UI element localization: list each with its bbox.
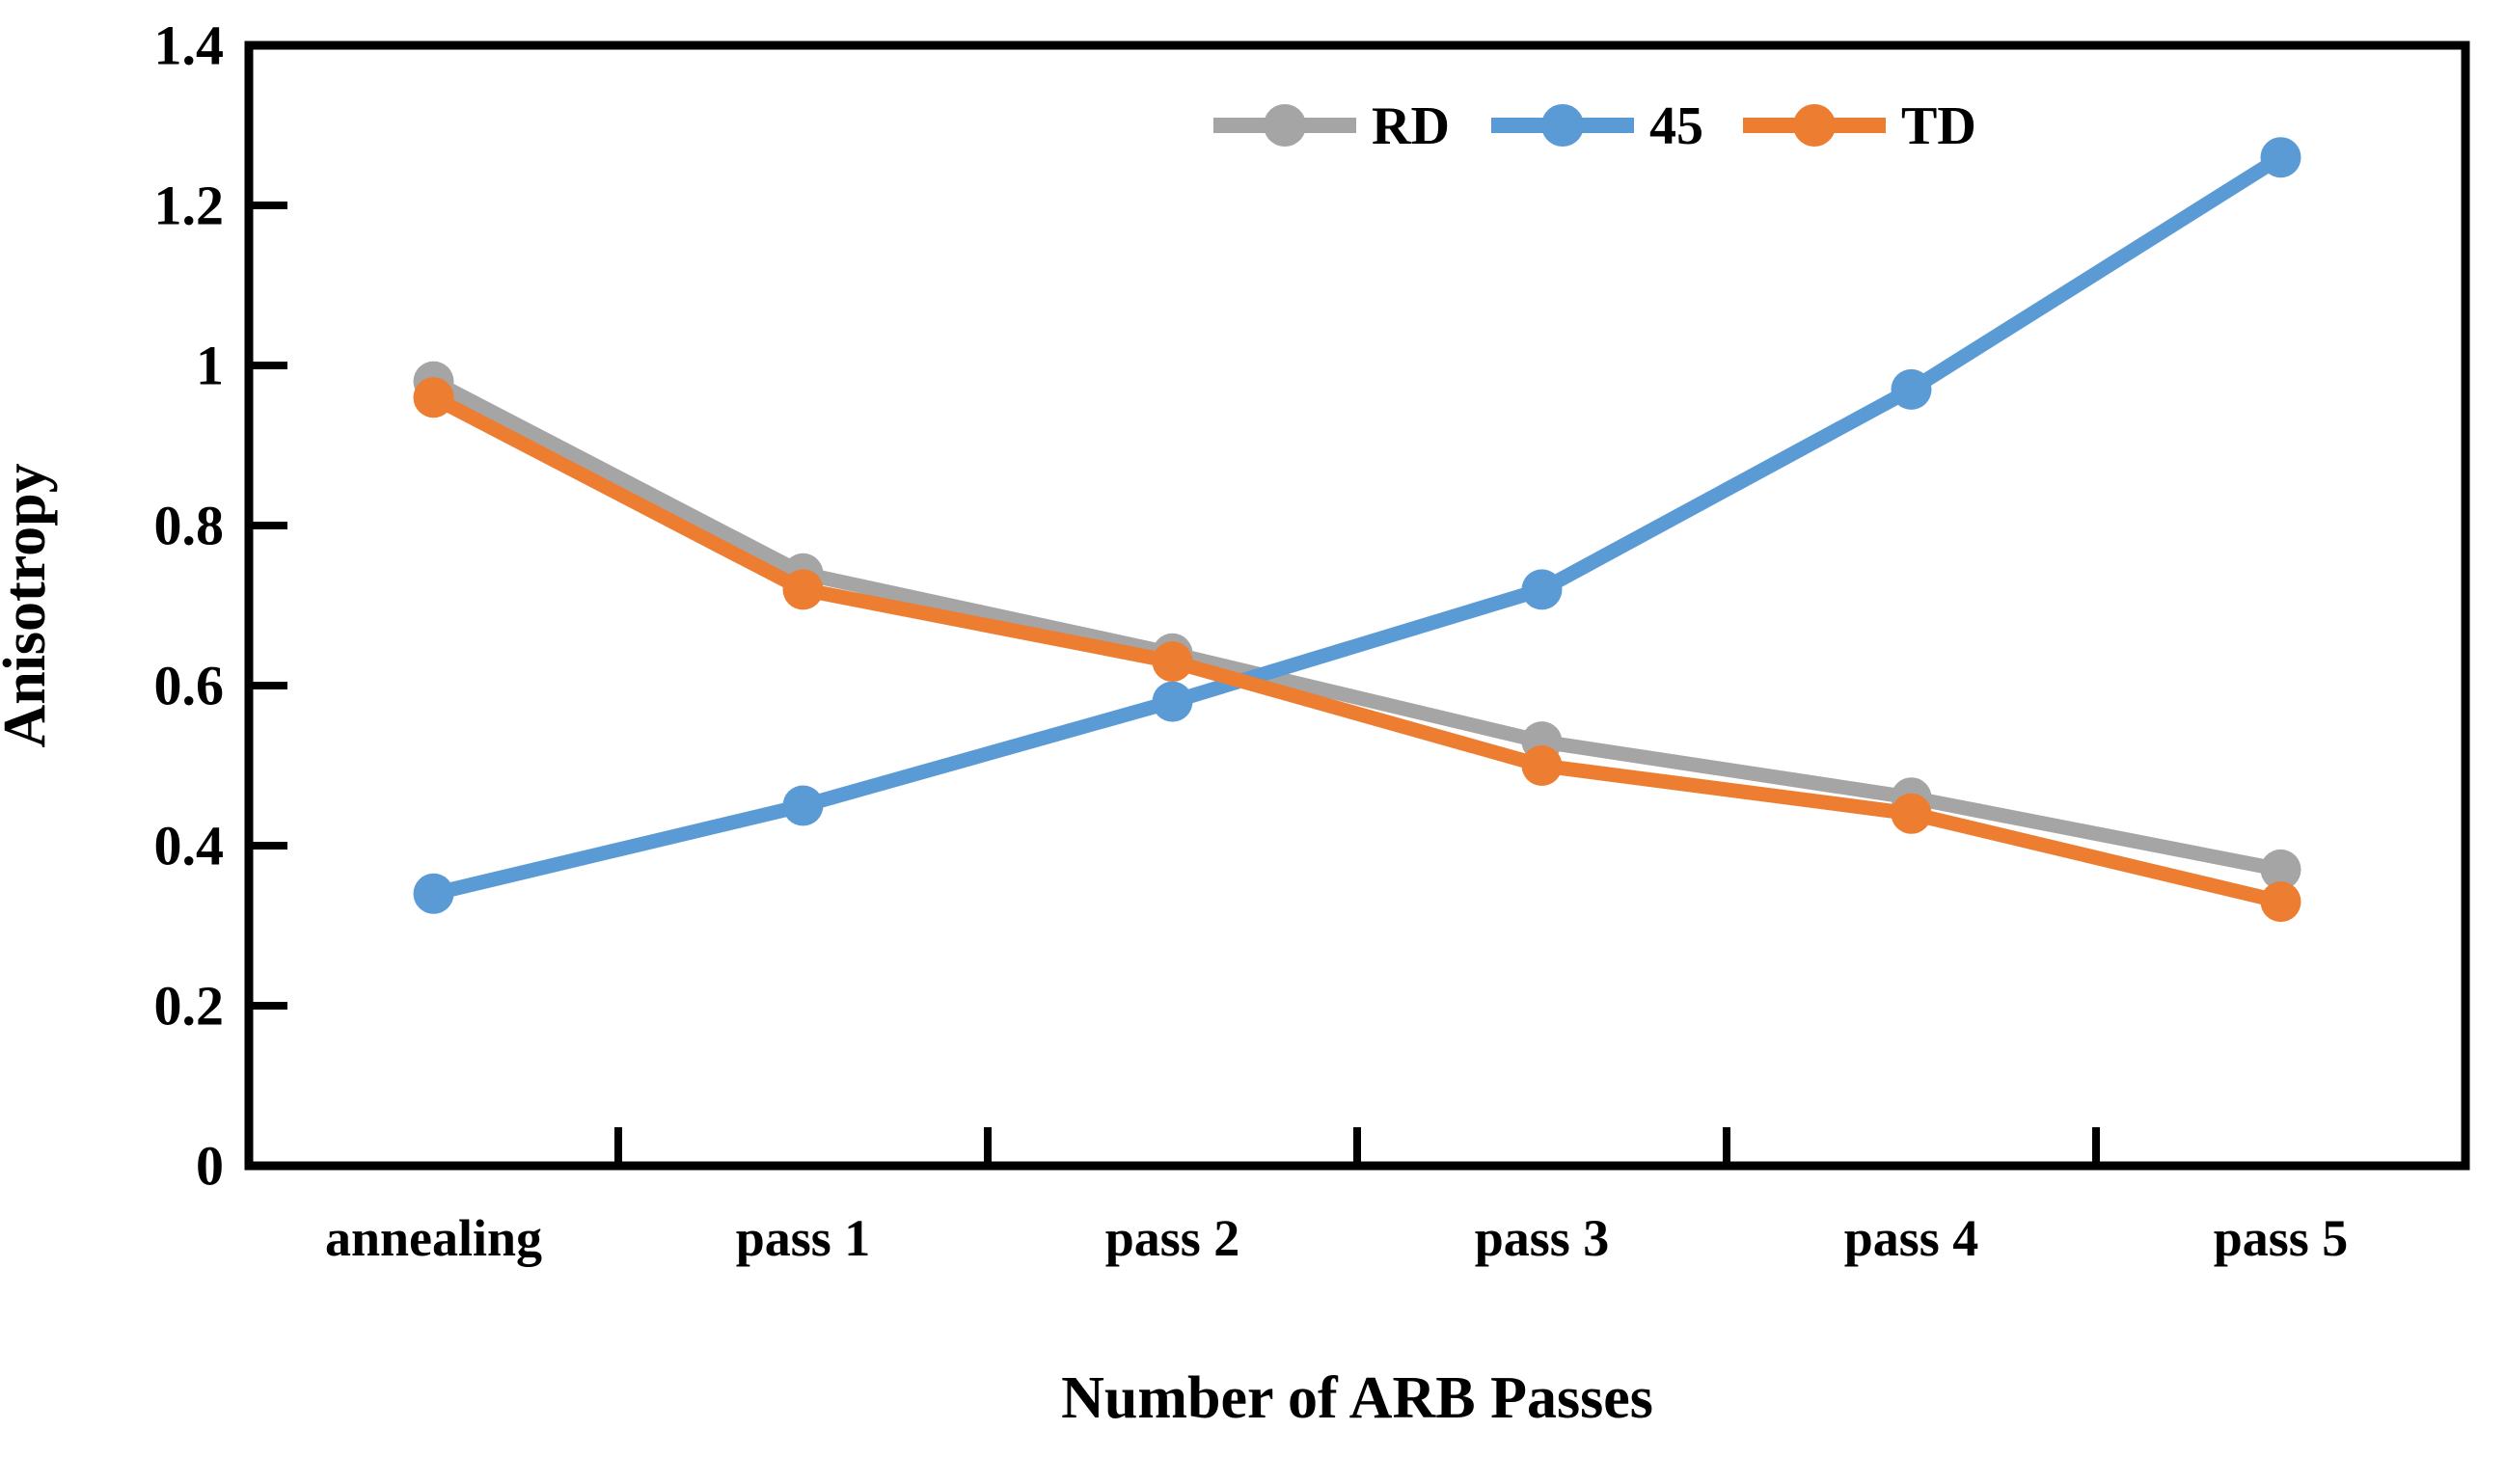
- y-axis-title: Anisotropy: [0, 463, 58, 747]
- series-RD: [413, 361, 2301, 890]
- data-point-45: [782, 785, 824, 826]
- legend-item-RD: RD: [1213, 96, 1450, 156]
- legend-label: 45: [1649, 96, 1703, 156]
- series-45: [413, 137, 2301, 914]
- series-line-45: [426, 149, 2288, 902]
- legend-item-45: 45: [1491, 96, 1703, 156]
- x-axis-ticks: [614, 1127, 2100, 1162]
- data-point-45: [1152, 681, 1193, 722]
- data-point-45: [413, 873, 454, 914]
- y-tick-label: 0.8: [154, 495, 225, 557]
- legend-marker-point: [1793, 104, 1836, 147]
- y-tick-label: 0: [196, 1135, 224, 1198]
- y-tick-label: 0.2: [154, 975, 225, 1038]
- series-line-RD: [426, 374, 2288, 877]
- data-point-TD: [1891, 793, 1932, 834]
- x-axis-title: Number of ARB Passes: [1061, 1365, 1653, 1431]
- series-TD: [413, 377, 2301, 923]
- y-tick-label: 1.2: [154, 175, 225, 237]
- data-point-RD: [2260, 849, 2301, 890]
- y-tick-label: 0.6: [154, 655, 225, 717]
- x-category-label: pass 4: [1844, 1209, 1979, 1267]
- data-point-TD: [1152, 641, 1193, 683]
- x-category-label: pass 1: [736, 1209, 871, 1267]
- legend-label: TD: [1901, 96, 1976, 156]
- x-category-label: pass 3: [1475, 1209, 1610, 1267]
- y-tick-label: 1: [196, 335, 224, 397]
- legend-marker-point: [1541, 104, 1584, 147]
- series-line-TD: [426, 390, 2288, 909]
- data-point-TD: [782, 569, 824, 610]
- legend-label: RD: [1372, 96, 1450, 156]
- y-axis-tick-labels: 0 0.2 0.4 0.6 0.8 1 1.2 1.4: [154, 14, 225, 1198]
- y-tick-label: 0.4: [154, 815, 225, 877]
- plot-frame: [244, 40, 2470, 1171]
- data-point-TD: [2260, 881, 2301, 923]
- data-point-45: [2260, 137, 2301, 178]
- data-point-TD: [413, 377, 454, 418]
- data-point-45: [1521, 569, 1563, 610]
- data-point-45: [1891, 368, 1932, 410]
- y-tick-label: 1.4: [154, 14, 225, 77]
- legend-item-TD: TD: [1743, 96, 1976, 156]
- x-axis-category-labels: annealing pass 1 pass 2 pass 3 pass 4 pass 5: [325, 1209, 2348, 1267]
- data-point-TD: [1521, 745, 1563, 786]
- x-category-label: annealing: [325, 1209, 542, 1267]
- x-category-label: pass 5: [2214, 1209, 2349, 1267]
- legend-marker-point: [1264, 104, 1306, 147]
- legend: RD 45 TD: [1213, 96, 1976, 156]
- x-category-label: pass 2: [1105, 1209, 1240, 1267]
- y-axis-ticks: [253, 202, 287, 1010]
- data-series-layer: [413, 137, 2301, 923]
